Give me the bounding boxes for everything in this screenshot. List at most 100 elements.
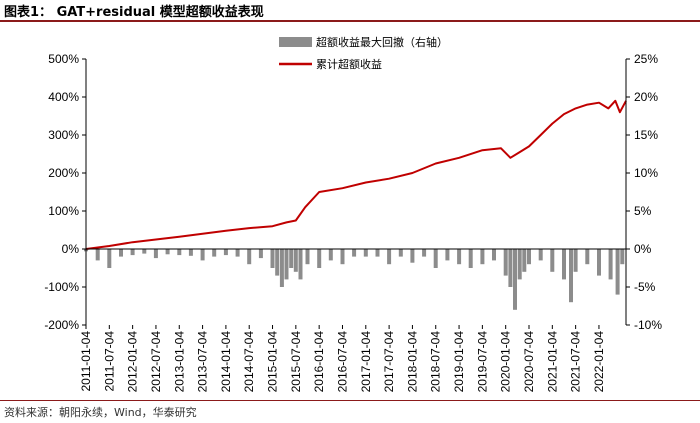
drawdown-bar [569, 249, 573, 303]
left-tick-label: -200% [44, 318, 79, 332]
x-tick-label: 2018-07-04 [429, 331, 443, 393]
legend: 超额收益最大回撤（右轴） 累计超额收益 [279, 35, 448, 71]
drawdown-bar [130, 249, 135, 256]
title-divider [0, 20, 700, 22]
drawdown-bar [340, 249, 345, 265]
drawdown-bar [620, 249, 625, 265]
right-tick-label: 15% [634, 128, 658, 142]
drawdown-bar [305, 249, 310, 265]
drawdown-bar [387, 249, 392, 265]
drawdown-bar [247, 249, 252, 265]
drawdown-bar [289, 249, 294, 268]
drawdown-bar [328, 249, 333, 261]
drawdown-bar [275, 249, 280, 276]
chart-canvas: 500% 400% 300% 200% 100% 0% -100% -200% 25% 20% 15… [44, 35, 662, 392]
drawdown-bar [177, 249, 182, 256]
figure-title-bar: 图表1： GAT+residual 模型超额收益表现 [0, 0, 700, 20]
drawdown-bar [200, 249, 205, 261]
drawdown-bar [284, 249, 289, 280]
x-tick-label: 2011-07-04 [102, 331, 116, 392]
drawdown-bar [513, 249, 517, 310]
drawdown-bar [522, 249, 527, 272]
drawdown-bar [445, 249, 450, 261]
x-tick-label: 2014-07-04 [242, 331, 256, 393]
drawdown-bar [585, 249, 590, 265]
drawdown-bar [375, 249, 380, 257]
x-tick-label: 2016-01-04 [312, 331, 326, 393]
x-tick-label: 2013-07-04 [196, 331, 210, 393]
drawdown-bar [597, 249, 601, 276]
left-tick-label: 400% [48, 90, 79, 104]
drawdown-bar [119, 249, 123, 257]
x-tick-label: 2016-07-04 [336, 331, 350, 393]
footer-divider [0, 400, 700, 401]
drawdown-bar [527, 249, 531, 265]
drawdown-bar [492, 249, 496, 261]
drawdown-bar [562, 249, 566, 280]
right-tick-label: 5% [634, 204, 652, 218]
drawdown-bar [279, 249, 284, 287]
x-tick-label: 2018-01-04 [405, 331, 419, 393]
legend-swatch-drawdown [279, 37, 312, 47]
drawdown-bar [508, 249, 513, 287]
drawdown-bar [235, 249, 240, 257]
x-tick-label: 2011-01-04 [79, 331, 93, 392]
x-tick-label: 2021-07-04 [569, 331, 583, 393]
drawdown-bar [188, 249, 193, 256]
right-tick-label: 0% [634, 242, 652, 256]
x-tick-label: 2019-07-04 [475, 331, 489, 393]
right-tick-label: -5% [634, 280, 656, 294]
x-tick-label: 2021-01-04 [545, 331, 559, 393]
drawdown-bar [422, 249, 427, 257]
legend-label-cumulative: 累计超额收益 [316, 57, 382, 71]
drawdown-bar [363, 249, 368, 257]
drawdown-bar [538, 249, 543, 261]
x-tick-label: 2020-07-04 [522, 331, 536, 393]
drawdown-bar [573, 249, 578, 272]
axes-layer: 500% 400% 300% 200% 100% 0% -100% -200% 25% 20% 15… [44, 52, 662, 392]
drawdown-bar [480, 249, 485, 265]
drawdown-bar [153, 249, 158, 259]
drawdown-bar [270, 249, 275, 268]
drawdown-bar [550, 249, 555, 272]
drawdown-bar [142, 249, 147, 254]
x-tick-label: 2013-01-04 [172, 331, 186, 393]
drawdown-bar [457, 249, 462, 265]
right-tick-label: 20% [634, 90, 658, 104]
cumulative-line [85, 99, 627, 250]
right-tick-label: -10% [634, 318, 662, 332]
left-tick-label: 300% [48, 128, 79, 142]
x-tick-label: 2014-01-04 [219, 331, 233, 393]
drawdown-bar [107, 249, 112, 268]
figure-title: 图表1： GAT+residual 模型超额收益表现 [4, 5, 264, 20]
source-note: 资料来源：朝阳永续，Wind，华泰研究 [4, 406, 197, 419]
drawdown-bar [258, 249, 263, 259]
drawdown-bar [165, 249, 170, 255]
drawdown-bar [468, 249, 473, 268]
legend-label-drawdown: 超额收益最大回撤（右轴） [316, 35, 448, 49]
x-tick-label: 2015-01-04 [266, 331, 280, 393]
x-tick-label: 2017-07-04 [382, 331, 396, 393]
drawdown-bar [608, 249, 613, 280]
right-tick-label: 10% [634, 166, 658, 180]
drawdown-bar [298, 249, 303, 280]
drawdown-bar [517, 249, 522, 280]
x-tick-label: 2012-01-04 [126, 331, 140, 393]
x-tick-label: 2022-01-04 [592, 331, 606, 393]
drawdown-bar [433, 249, 438, 268]
drawdown-bar [503, 249, 508, 276]
left-tick-label: 500% [48, 52, 79, 66]
left-tick-label: -100% [44, 280, 79, 294]
drawdown-bars-layer [84, 249, 625, 310]
x-tick-label: 2019-01-04 [452, 331, 466, 393]
left-tick-label: 0% [62, 242, 80, 256]
cumulative-line-layer [85, 99, 627, 250]
x-tick-label: 2017-01-04 [359, 331, 373, 393]
drawdown-bar [398, 249, 403, 257]
x-tick-label: 2012-07-04 [149, 331, 163, 393]
x-tick-label: 2020-01-04 [499, 331, 513, 393]
drawdown-bar [212, 249, 217, 257]
drawdown-bar [410, 249, 415, 263]
drawdown-bar [317, 249, 322, 268]
drawdown-bar [95, 249, 100, 261]
